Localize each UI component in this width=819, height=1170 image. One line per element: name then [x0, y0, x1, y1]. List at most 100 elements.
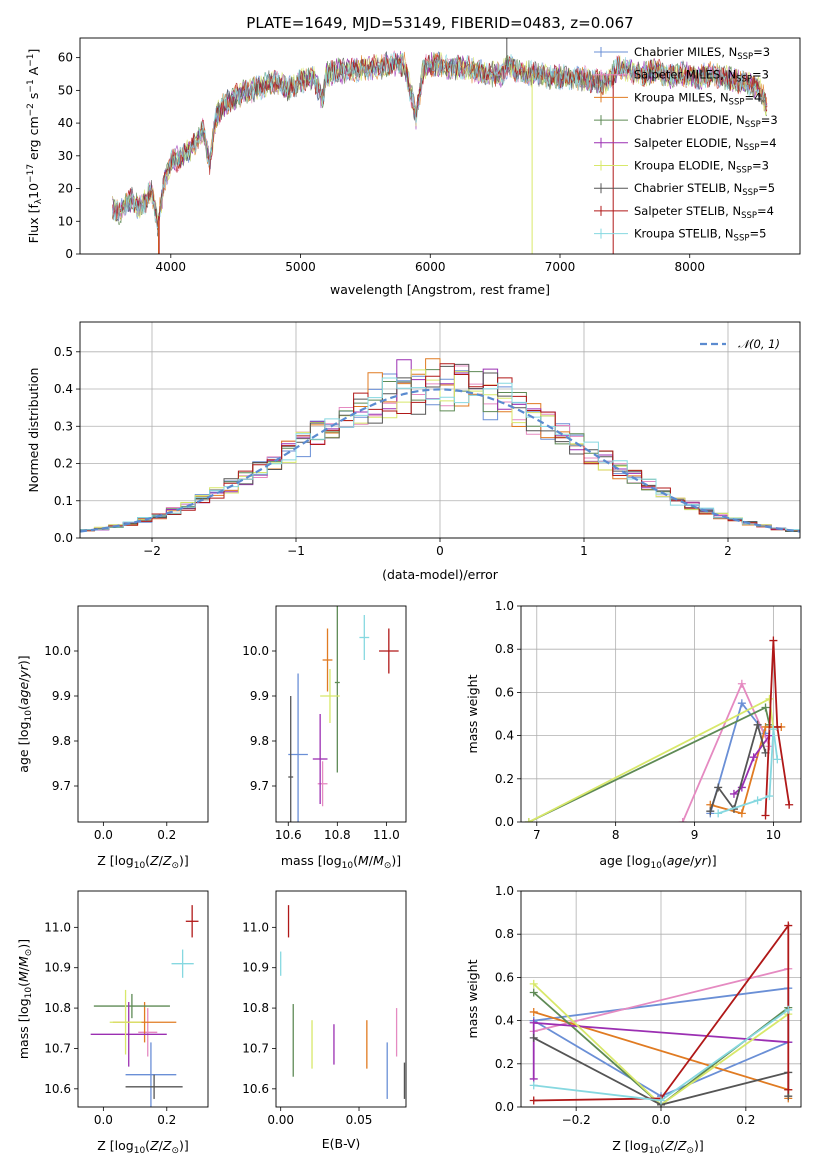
- mass-weight-marker: [769, 636, 778, 645]
- mass-vs-reddening-panel: E(B-V) 0.00 0.05 10.6 10.7 10.8 10.9 11.0: [242, 890, 407, 1151]
- x-tick-label: 0.00: [267, 1113, 294, 1127]
- x-tick-label: 10.8: [324, 828, 351, 842]
- y-tick-label: 50: [58, 83, 73, 97]
- y-tick-label: 60: [58, 51, 73, 65]
- mass-weight-marker: [529, 1096, 538, 1105]
- y-tick-label: 0.4: [495, 1014, 514, 1028]
- x-tick-label: 0.0: [651, 1113, 670, 1127]
- p5-xlabel: age [log10(age/yr)]: [599, 853, 716, 871]
- x-tick-label: 0.2: [736, 1113, 755, 1127]
- mass-weight-marker: [761, 811, 770, 820]
- axes-frame: [275, 605, 407, 823]
- x-tick-label: 1: [580, 544, 588, 558]
- axes-frame: [77, 890, 209, 1108]
- p6-xlabel: Z [log10(Z/Z⊙)]: [97, 1138, 189, 1156]
- x-tick-label: 4000: [156, 260, 187, 274]
- y-tick-label: 10.7: [44, 1041, 71, 1055]
- mass-weight-marker: [753, 796, 762, 805]
- mass-weight-marker: [524, 818, 533, 822]
- y-tick-label: 11.0: [242, 920, 269, 934]
- y-tick-label: 10.8: [44, 1001, 71, 1015]
- axes-frame: [520, 605, 802, 823]
- mass-weight-lines: [524, 636, 794, 822]
- mass-weight-marker: [737, 679, 746, 688]
- mass-weight-series: [733, 735, 771, 795]
- x-tick-label: 8000: [674, 260, 705, 274]
- y-tick-label: 0.8: [495, 927, 514, 941]
- mass-weight-marker: [765, 694, 774, 703]
- hist-ylabel: Normed distribution: [26, 368, 41, 493]
- mass-weight-marker: [529, 1007, 538, 1016]
- p3-xlabel: Z [log10(Z/Z⊙)]: [97, 853, 189, 871]
- y-tick-label: 9.9: [52, 689, 71, 703]
- y-tick-label: 0.0: [54, 531, 73, 545]
- mass-weight-marker: [737, 809, 746, 818]
- mass-weight-marker: [714, 783, 723, 792]
- x-tick-label: 0.2: [157, 828, 176, 842]
- p7-xlabel: E(B-V): [322, 1136, 361, 1151]
- mass-weight-marker: [765, 792, 774, 801]
- x-tick-label: 11.0: [373, 828, 400, 842]
- x-tick-label: 5000: [285, 260, 316, 274]
- y-tick-label: 9.9: [250, 689, 269, 703]
- y-tick-label: 0.2: [495, 772, 514, 786]
- axes-frame: [520, 890, 802, 1108]
- x-tick-label: 0.0: [94, 828, 113, 842]
- y-tick-label: 0.0: [495, 815, 514, 829]
- y-tick-label: 0: [65, 247, 73, 261]
- errorbar-points: [288, 606, 399, 822]
- x-tick-label: −2: [143, 544, 161, 558]
- age-vs-metallicity-panel: Z [log10(Z/Z⊙)] age [log10(age/yr)] 0.0 0…: [16, 605, 209, 871]
- x-tick-label: −1: [287, 544, 305, 558]
- spectrum-lines: [112, 38, 768, 254]
- mass-weight-series: [533, 967, 789, 1033]
- histogram-bars: [80, 358, 800, 534]
- mass-weight-marker: [657, 1096, 665, 1105]
- legend-label: Chabrier STELIB, NSSP=5: [634, 181, 775, 198]
- y-tick-label: 10.0: [44, 644, 71, 658]
- mass-weight-vs-age-panel: age [log10(age/yr)] mass weight 7 8 9 10 0.0…: [465, 599, 802, 871]
- y-tick-label: 0.4: [54, 382, 73, 396]
- x-tick-label: 0.2: [157, 1113, 176, 1127]
- gaussian-legend-label: 𝒩(0, 1): [738, 337, 780, 351]
- x-tick-label: 7: [533, 828, 541, 842]
- mass-weight-series: [764, 640, 791, 816]
- x-tick-label: 10.6: [275, 828, 302, 842]
- axes-frame: [79, 37, 801, 255]
- residual-histogram-panel: (data-model)/error Normed distribution −…: [26, 321, 801, 582]
- mass-weight-marker: [784, 921, 793, 930]
- legend-label: Chabrier MILES, NSSP=3: [634, 45, 770, 62]
- x-tick-label: 0.0: [94, 1113, 113, 1127]
- y-tick-label: 0.0: [495, 1100, 514, 1114]
- x-tick-label: 7000: [545, 260, 576, 274]
- age-vs-mass-panel: mass [log10(M/M⊙)] 10.6 10.8 11.0 9.7 9.8 9.9…: [242, 605, 407, 871]
- y-tick-label: 0.8: [495, 642, 514, 656]
- spectrum-legend: Chabrier MILES, NSSP=3 Salpeter MILES, NS…: [594, 45, 778, 244]
- histogram-series: [80, 363, 800, 534]
- y-tick-label: 40: [58, 116, 73, 130]
- p5-ylabel: mass weight: [465, 674, 480, 753]
- mass-weight-marker: [529, 1081, 538, 1090]
- mass-weight-vs-metallicity-panel: Z [log10(Z/Z⊙)] mass weight −0.2 0.0 0.2 0.…: [465, 884, 802, 1156]
- hist-xlabel: (data-model)/error: [382, 567, 499, 582]
- errorbar-points: [90, 905, 199, 1107]
- mass-weight-marker: [784, 1005, 793, 1014]
- y-tick-label: 30: [58, 149, 73, 163]
- x-tick-label: 2: [724, 544, 732, 558]
- x-tick-label: 9: [691, 828, 699, 842]
- errorbar-points: [91, 615, 199, 836]
- p4-xlabel: mass [log10(M/M⊙)]: [281, 853, 401, 871]
- errorbar-points: [280, 905, 406, 1099]
- spectrum-panel: PLATE=1649, MJD=53149, FIBERID=0483, z=0…: [26, 14, 801, 297]
- x-tick-label: 6000: [415, 260, 446, 274]
- p6-ylabel: mass [log10(M/M⊙)]: [16, 939, 34, 1059]
- y-tick-label: 0.1: [54, 494, 73, 508]
- y-tick-label: 0.4: [495, 729, 514, 743]
- mass-weight-marker: [706, 807, 715, 816]
- mass-vs-metallicity-panel: Z [log10(Z/Z⊙)] mass [log10(M/M⊙)] 0.0 0.…: [16, 890, 209, 1156]
- mass-weight-marker: [761, 703, 770, 712]
- spectrum-title: PLATE=1649, MJD=53149, FIBERID=0483, z=0…: [246, 14, 633, 32]
- axes-frame: [79, 321, 801, 539]
- mass-weight-series: [528, 697, 775, 822]
- p8-ylabel: mass weight: [465, 959, 480, 1038]
